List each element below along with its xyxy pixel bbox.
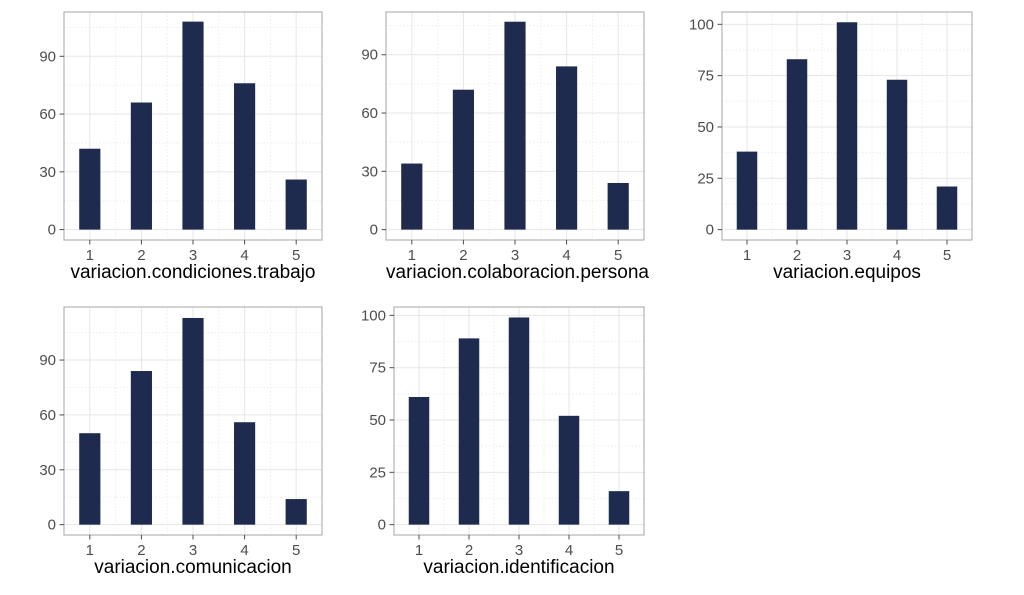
x-axis-title: variacion.equipos <box>773 262 921 283</box>
bar-category-1 <box>408 396 430 525</box>
y-tick-label: 90 <box>39 48 56 65</box>
bar-category-2 <box>458 338 480 525</box>
chart-plot-area: 0 30 60 90 1 2 3 4 5 <box>39 11 323 262</box>
x-tick-label: 2 <box>137 542 145 557</box>
y-tick-label: 50 <box>369 412 386 429</box>
x-tick-label: 5 <box>292 542 300 557</box>
histogram-variacion-comunicacion: 0 30 60 90 1 2 3 4 5 variacion.comunicacion <box>18 299 334 579</box>
y-tick-label: 60 <box>361 105 378 122</box>
x-tick-label: 3 <box>843 247 851 262</box>
bar-category-2 <box>130 371 152 525</box>
y-tick-label: 75 <box>697 68 714 85</box>
bar-category-1 <box>79 433 101 525</box>
y-tick-label: 0 <box>48 517 56 534</box>
y-tick-label: 25 <box>369 464 386 481</box>
chart-plot-area: 0 25 50 75 100 1 2 3 4 5 <box>361 306 645 557</box>
x-tick-label: 2 <box>137 247 145 262</box>
bar-category-5 <box>285 499 307 525</box>
x-tick-label: 2 <box>459 247 467 262</box>
y-tick-label: 0 <box>48 222 56 239</box>
chart-plot-area: 0 30 60 90 1 2 3 4 5 <box>361 11 645 262</box>
chart-plot-area: 0 30 60 90 1 2 3 4 5 <box>39 306 323 557</box>
bar-category-3 <box>508 317 530 525</box>
y-tick-label: 60 <box>39 106 56 123</box>
bar-category-4 <box>558 415 580 525</box>
bar-category-5 <box>607 182 629 230</box>
y-tick-label: 90 <box>361 47 378 64</box>
x-tick-label: 4 <box>562 247 570 262</box>
x-tick-label: 3 <box>189 247 197 262</box>
y-tick-label: 50 <box>697 119 714 136</box>
y-tick-label: 60 <box>39 407 56 424</box>
y-tick-label: 100 <box>361 307 386 324</box>
x-tick-label: 5 <box>615 542 623 557</box>
y-tick-label: 25 <box>697 170 714 187</box>
x-axis-title: variacion.colaboracion.persona <box>386 262 649 283</box>
y-tick-label: 0 <box>706 222 714 239</box>
bar-category-2 <box>452 89 474 230</box>
x-tick-label: 4 <box>240 542 248 557</box>
y-tick-label: 30 <box>39 462 56 479</box>
x-tick-label: 4 <box>240 247 248 262</box>
bar-category-3 <box>182 317 204 525</box>
bar-category-4 <box>886 79 908 230</box>
x-axis-title: variacion.comunicacion <box>94 557 292 578</box>
chart-plot-area: 0 25 50 75 100 1 2 3 4 5 <box>689 11 973 262</box>
x-tick-label: 2 <box>793 247 801 262</box>
histogram-variacion-equipos: 0 25 50 75 100 1 2 3 4 5 variacion.equipos <box>668 4 984 284</box>
histogram-variacion-identificacion: 0 25 50 75 100 1 2 3 4 5 variacion.identificacion <box>340 299 656 579</box>
bar-category-5 <box>936 186 958 230</box>
y-tick-label: 30 <box>39 164 56 181</box>
x-tick-label: 2 <box>465 542 473 557</box>
bar-category-1 <box>736 151 758 230</box>
y-tick-label: 0 <box>370 222 378 239</box>
x-tick-label: 1 <box>86 247 94 262</box>
x-tick-label: 3 <box>515 542 523 557</box>
x-tick-label: 5 <box>943 247 951 262</box>
x-tick-label: 1 <box>743 247 751 262</box>
bar-category-1 <box>79 148 101 230</box>
x-tick-label: 4 <box>893 247 901 262</box>
y-tick-label: 75 <box>369 360 386 377</box>
y-tick-label: 30 <box>361 163 378 180</box>
x-axis-title: variacion.identificacion <box>423 557 615 578</box>
bar-category-2 <box>130 102 152 230</box>
histogram-variacion-colaboracion-persona: 0 30 60 90 1 2 3 4 5 variacion.colaboracion.pers… <box>340 4 656 284</box>
x-tick-label: 1 <box>86 542 94 557</box>
bar-category-4 <box>234 422 256 525</box>
bar-category-2 <box>786 59 808 230</box>
bar-category-5 <box>608 491 630 525</box>
x-tick-label: 5 <box>292 247 300 262</box>
y-tick-label: 0 <box>378 517 386 534</box>
y-tick-label: 90 <box>39 352 56 369</box>
bar-category-5 <box>285 179 307 230</box>
bar-category-3 <box>182 21 204 230</box>
y-tick-label: 100 <box>689 16 714 33</box>
bar-category-4 <box>234 83 256 230</box>
x-tick-label: 3 <box>511 247 519 262</box>
histogram-variacion-condiciones-trabajo: 0 30 60 90 1 2 3 4 5 variacion.condiciones.traba… <box>18 4 334 284</box>
bar-category-3 <box>504 21 526 230</box>
x-tick-label: 4 <box>565 542 573 557</box>
x-tick-label: 1 <box>408 247 416 262</box>
x-tick-label: 5 <box>614 247 622 262</box>
x-tick-label: 1 <box>415 542 423 557</box>
bar-category-4 <box>556 66 578 230</box>
x-tick-label: 3 <box>189 542 197 557</box>
bar-category-3 <box>836 22 858 230</box>
x-axis-title: variacion.condiciones.trabajo <box>70 262 316 283</box>
bar-category-1 <box>401 163 423 230</box>
